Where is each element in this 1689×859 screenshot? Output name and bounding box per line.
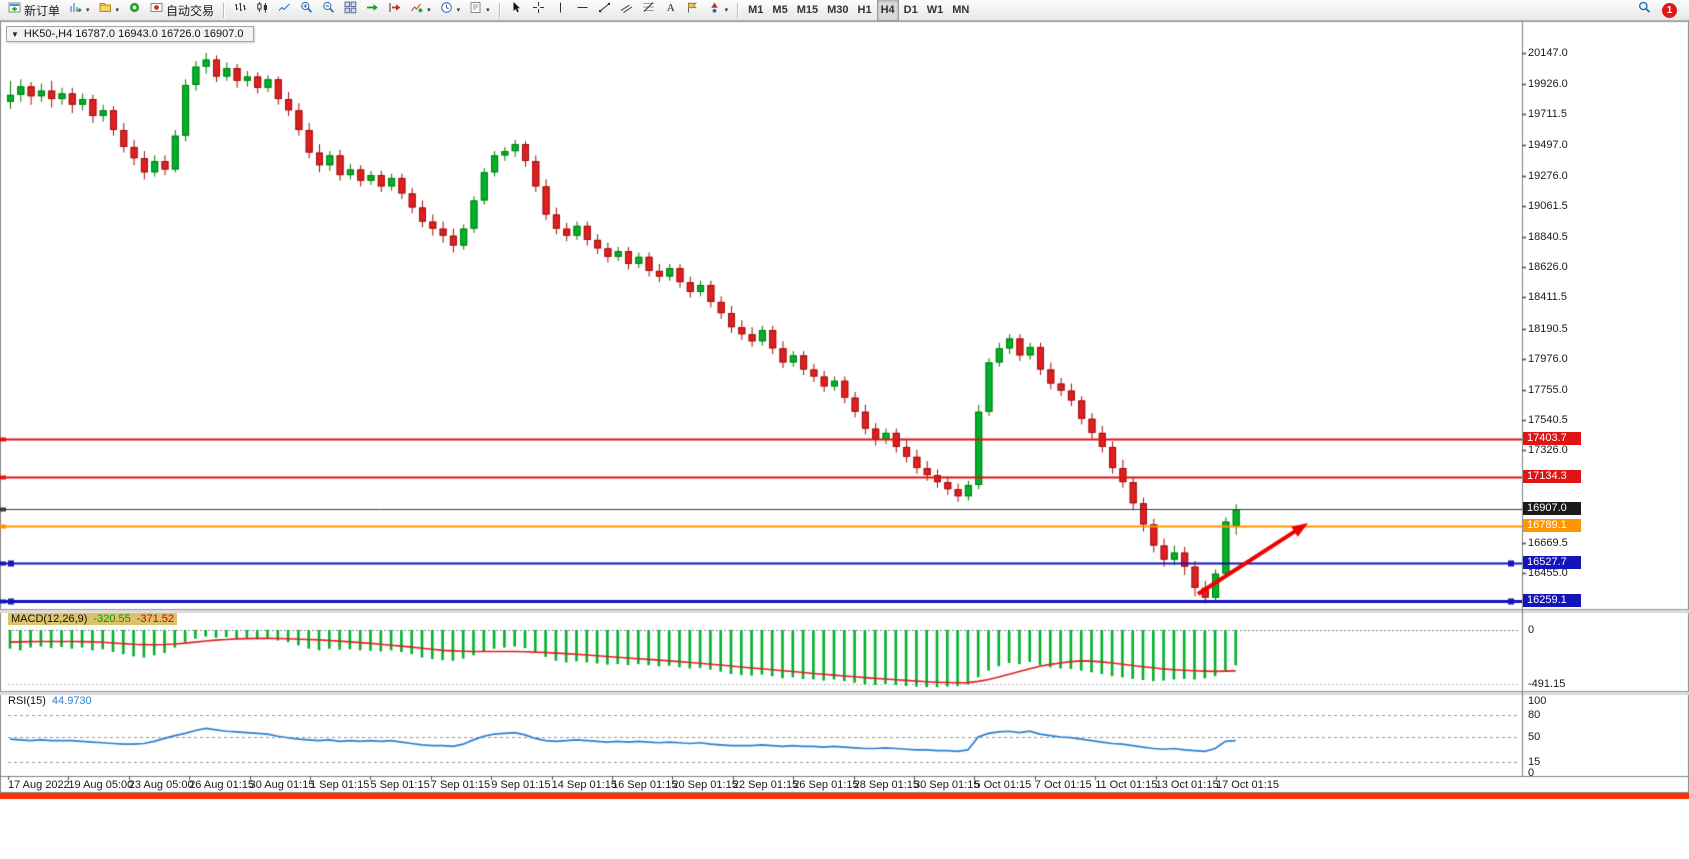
svg-text:A: A bbox=[666, 2, 674, 14]
autotrading-icon bbox=[150, 1, 163, 19]
chevron-down-icon: ▼ bbox=[11, 29, 19, 39]
tf-m15-button[interactable]: M15 bbox=[793, 0, 822, 21]
caret-down-icon: ▾ bbox=[86, 7, 90, 14]
label-icon bbox=[686, 1, 699, 19]
rsi-indicator-label: RSI(15) 44.9730 bbox=[8, 695, 92, 707]
rsi-value: 44.9730 bbox=[51, 695, 92, 707]
caret-down-icon: ▾ bbox=[456, 7, 461, 14]
tf-d1-button[interactable]: D1 bbox=[900, 0, 922, 21]
autoscroll-icon bbox=[366, 1, 379, 19]
template-icon bbox=[469, 1, 482, 19]
zoom-out-icon bbox=[322, 1, 335, 19]
vline-icon bbox=[554, 1, 567, 19]
tf-h4-button-label: H4 bbox=[880, 4, 895, 16]
tf-m15-button-label: M15 bbox=[796, 4, 819, 16]
zoom-out-button[interactable] bbox=[318, 0, 339, 21]
caret-down-icon: ▾ bbox=[115, 7, 120, 14]
profiles-button[interactable]: ▾ bbox=[95, 0, 124, 21]
templates-button[interactable]: ▾ bbox=[465, 0, 494, 21]
bars-icon bbox=[234, 1, 247, 19]
tile-windows-button[interactable] bbox=[340, 0, 361, 21]
candlestick-chart-button[interactable] bbox=[252, 0, 273, 21]
rsi-name: RSI(15) bbox=[8, 695, 46, 707]
toolbar-right: 1 bbox=[1634, 0, 1685, 21]
shapes-icon bbox=[708, 1, 721, 19]
toolbar: 新订单 ▾ ▾ 自动交易 ▾ ▾ ▾ A ▾ M1 M5 M15 M30 H1 H4 D1 W1 MN 1 bbox=[0, 0, 1689, 21]
new-chart-icon bbox=[69, 1, 82, 19]
tf-m1-button[interactable]: M1 bbox=[744, 0, 767, 21]
cursor-button[interactable] bbox=[506, 0, 527, 21]
service-button[interactable] bbox=[124, 0, 145, 21]
autotrading-button-label: 自动交易 bbox=[166, 3, 215, 18]
new-chart-button[interactable]: ▾ bbox=[65, 0, 94, 21]
candles-icon bbox=[256, 1, 269, 19]
line-icon bbox=[278, 1, 291, 19]
new-order-button-label: 新订单 bbox=[24, 3, 61, 18]
bar-chart-button[interactable] bbox=[230, 0, 251, 21]
toolbar-separator bbox=[737, 2, 740, 18]
line-chart-button[interactable] bbox=[274, 0, 295, 21]
hline-icon bbox=[576, 1, 589, 19]
autotrading-button[interactable]: 自动交易 bbox=[146, 0, 218, 21]
tf-mn-button[interactable]: MN bbox=[948, 0, 973, 21]
channel-icon bbox=[620, 1, 633, 19]
channel-button[interactable] bbox=[616, 0, 637, 21]
tf-h1-button-label: H1 bbox=[857, 4, 872, 16]
crosshair-button[interactable] bbox=[528, 0, 549, 21]
notification-badge[interactable]: 1 bbox=[1662, 2, 1677, 18]
shapes-button[interactable]: ▾ bbox=[704, 0, 733, 21]
tf-mn-button-label: MN bbox=[952, 4, 970, 16]
search-icon bbox=[1638, 1, 1651, 19]
indicators-button[interactable]: ▾ bbox=[406, 0, 435, 21]
caret-down-icon: ▾ bbox=[724, 7, 729, 14]
search-button[interactable] bbox=[1634, 0, 1655, 21]
macd-signal-value: -371.52 bbox=[136, 613, 175, 625]
new-order-icon bbox=[8, 1, 21, 19]
macd-indicator-label: MACD(12,26,9) -320.55 -371.52 bbox=[8, 613, 178, 625]
profiles-icon bbox=[99, 1, 112, 19]
cursor-icon bbox=[510, 1, 523, 19]
tf-m5-button-label: M5 bbox=[772, 4, 788, 16]
clock-icon bbox=[440, 1, 453, 19]
tf-m1-button-label: M1 bbox=[748, 4, 764, 16]
chart-tab[interactable]: ▼ HK50-,H4 16787.0 16943.0 16726.0 16907… bbox=[6, 26, 254, 42]
macd-name: MACD(12,26,9) bbox=[11, 613, 88, 625]
macd-value: -320.55 bbox=[93, 613, 131, 625]
zoom-in-button[interactable] bbox=[296, 0, 317, 21]
tf-d1-button-label: D1 bbox=[903, 4, 918, 16]
zoom-in-icon bbox=[300, 1, 313, 19]
tf-m5-button[interactable]: M5 bbox=[768, 0, 791, 21]
tf-m30-button-label: M30 bbox=[827, 4, 849, 16]
horizontal-line-button[interactable] bbox=[572, 0, 593, 21]
text-label-button[interactable] bbox=[682, 0, 703, 21]
tile-icon bbox=[344, 1, 357, 19]
trendline-button[interactable] bbox=[594, 0, 615, 21]
service-icon bbox=[128, 1, 141, 19]
auto-scroll-button[interactable] bbox=[362, 0, 383, 21]
indicators-icon bbox=[410, 1, 423, 19]
toolbar-separator bbox=[498, 2, 501, 18]
tf-h4-button[interactable]: H4 bbox=[876, 0, 899, 21]
tf-w1-button[interactable]: W1 bbox=[923, 0, 948, 21]
chart-title: HK50-,H4 16787.0 16943.0 16726.0 16907.0 bbox=[23, 28, 244, 40]
vertical-line-button[interactable] bbox=[550, 0, 571, 21]
shift-icon bbox=[388, 1, 401, 19]
tf-h1-button[interactable]: H1 bbox=[854, 0, 876, 21]
trend-icon bbox=[598, 1, 611, 19]
fibonacci-button[interactable] bbox=[638, 0, 659, 21]
tf-w1-button-label: W1 bbox=[926, 4, 944, 16]
crosshair-icon bbox=[532, 1, 545, 19]
caret-down-icon: ▾ bbox=[486, 7, 490, 14]
toolbar-separator bbox=[223, 2, 226, 18]
text-icon: A bbox=[664, 1, 677, 19]
caret-down-icon: ▾ bbox=[427, 7, 431, 14]
new-order-button[interactable]: 新订单 bbox=[4, 0, 64, 21]
fibo-icon bbox=[642, 1, 655, 19]
tf-m30-button[interactable]: M30 bbox=[823, 0, 852, 21]
text-button[interactable]: A bbox=[660, 0, 681, 21]
chart-shift-button[interactable] bbox=[384, 0, 405, 21]
periods-button[interactable]: ▾ bbox=[436, 0, 465, 21]
